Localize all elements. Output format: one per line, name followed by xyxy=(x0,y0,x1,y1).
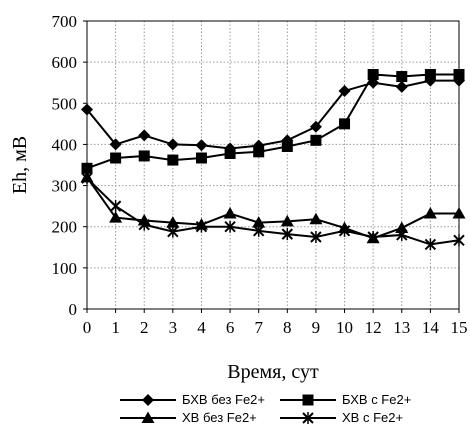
x-tick-label: 4 xyxy=(197,318,206,337)
data-point xyxy=(223,207,237,219)
y-tick-label: 500 xyxy=(52,94,78,113)
data-point xyxy=(338,224,351,237)
x-tick-label: 12 xyxy=(365,318,382,337)
data-point xyxy=(367,68,379,80)
x-tick-label: 9 xyxy=(312,318,321,337)
data-point xyxy=(338,84,351,97)
data-point xyxy=(109,138,122,151)
series-group xyxy=(80,68,466,251)
data-point xyxy=(281,140,293,152)
x-axis-title: Время, сут xyxy=(227,361,319,383)
data-point xyxy=(424,238,437,251)
legend-marker xyxy=(141,411,155,423)
y-tick-label: 200 xyxy=(52,218,78,237)
series-line xyxy=(86,177,460,246)
data-point xyxy=(281,228,294,241)
data-point xyxy=(138,150,150,162)
plot-area xyxy=(86,20,460,310)
data-point xyxy=(453,68,465,80)
x-tick-label: 13 xyxy=(393,318,410,337)
data-point xyxy=(110,152,122,164)
data-point xyxy=(367,231,379,243)
data-point xyxy=(138,129,151,142)
data-point xyxy=(224,220,236,233)
x-axis-ticks: 0 1 2 3 4 6 7 8 9 10 12 13 14 15 xyxy=(83,309,468,337)
data-point xyxy=(81,162,93,174)
y-tick-label: 300 xyxy=(52,177,78,196)
legend-item: БХВ с Fe2+ xyxy=(280,392,411,407)
x-tick-label: 0 xyxy=(83,318,92,337)
series-2 xyxy=(81,68,465,174)
data-point xyxy=(195,152,207,164)
series-1 xyxy=(81,74,465,155)
x-tick-label: 6 xyxy=(226,318,235,337)
data-point xyxy=(396,228,408,241)
data-point xyxy=(167,225,179,238)
data-point xyxy=(252,224,265,237)
data-point xyxy=(395,80,408,93)
data-point xyxy=(452,207,466,219)
x-tick-label: 14 xyxy=(422,318,440,337)
y-tick-label: 700 xyxy=(52,12,78,31)
data-point xyxy=(253,146,265,158)
legend-marker xyxy=(142,394,154,406)
x-tick-label: 2 xyxy=(140,318,149,337)
legend-label: ХВ без Fe2+ xyxy=(182,410,257,425)
legend-marker xyxy=(302,394,314,406)
x-tick-label: 8 xyxy=(283,318,292,337)
data-point xyxy=(339,118,351,130)
legend-label: БХВ с Fe2+ xyxy=(342,392,411,407)
legend-item: БХВ без Fe2+ xyxy=(120,392,265,407)
legend: БХВ без Fe2+ БХВ с Fe2+ ХВ без Fe2+ ХВ с Fe… xyxy=(120,392,411,425)
data-point xyxy=(81,172,93,185)
data-point xyxy=(396,71,408,83)
data-point xyxy=(109,211,123,223)
y-tick-label: 100 xyxy=(52,259,78,278)
data-point xyxy=(395,221,409,233)
y-axis-ticks: 0 100 200 300 400 500 600 700 xyxy=(52,12,87,319)
x-tick-label: 15 xyxy=(451,318,468,337)
data-point xyxy=(195,139,208,152)
x-tick-label: 3 xyxy=(169,318,178,337)
data-point xyxy=(424,68,436,80)
data-point xyxy=(310,134,322,146)
grid xyxy=(86,20,460,310)
y-tick-label: 600 xyxy=(52,53,78,72)
data-point xyxy=(166,216,180,228)
data-point xyxy=(138,218,150,231)
data-point xyxy=(252,216,266,228)
y-axis-title: Eh, мВ xyxy=(9,136,31,194)
data-point xyxy=(453,234,465,247)
data-point xyxy=(109,200,122,213)
legend-marker xyxy=(302,412,314,424)
legend-label: БХВ без Fe2+ xyxy=(182,392,265,407)
legend-item: ХВ с Fe2+ xyxy=(280,410,403,425)
legend-label: ХВ с Fe2+ xyxy=(342,410,403,425)
x-tick-label: 7 xyxy=(254,318,263,337)
data-point xyxy=(280,214,294,227)
data-point xyxy=(195,220,208,233)
data-point xyxy=(309,120,322,133)
x-tick-label: 1 xyxy=(111,318,120,337)
data-point xyxy=(309,212,323,225)
data-point xyxy=(166,138,179,151)
y-tick-label: 0 xyxy=(69,300,78,319)
x-tick-label: 10 xyxy=(336,318,353,337)
data-point xyxy=(310,231,322,243)
legend-item: ХВ без Fe2+ xyxy=(120,410,257,425)
data-point xyxy=(423,207,437,219)
data-point xyxy=(167,154,179,166)
data-point xyxy=(81,103,93,116)
data-point xyxy=(224,147,236,159)
y-tick-label: 400 xyxy=(52,135,78,154)
series-4 xyxy=(81,172,465,251)
